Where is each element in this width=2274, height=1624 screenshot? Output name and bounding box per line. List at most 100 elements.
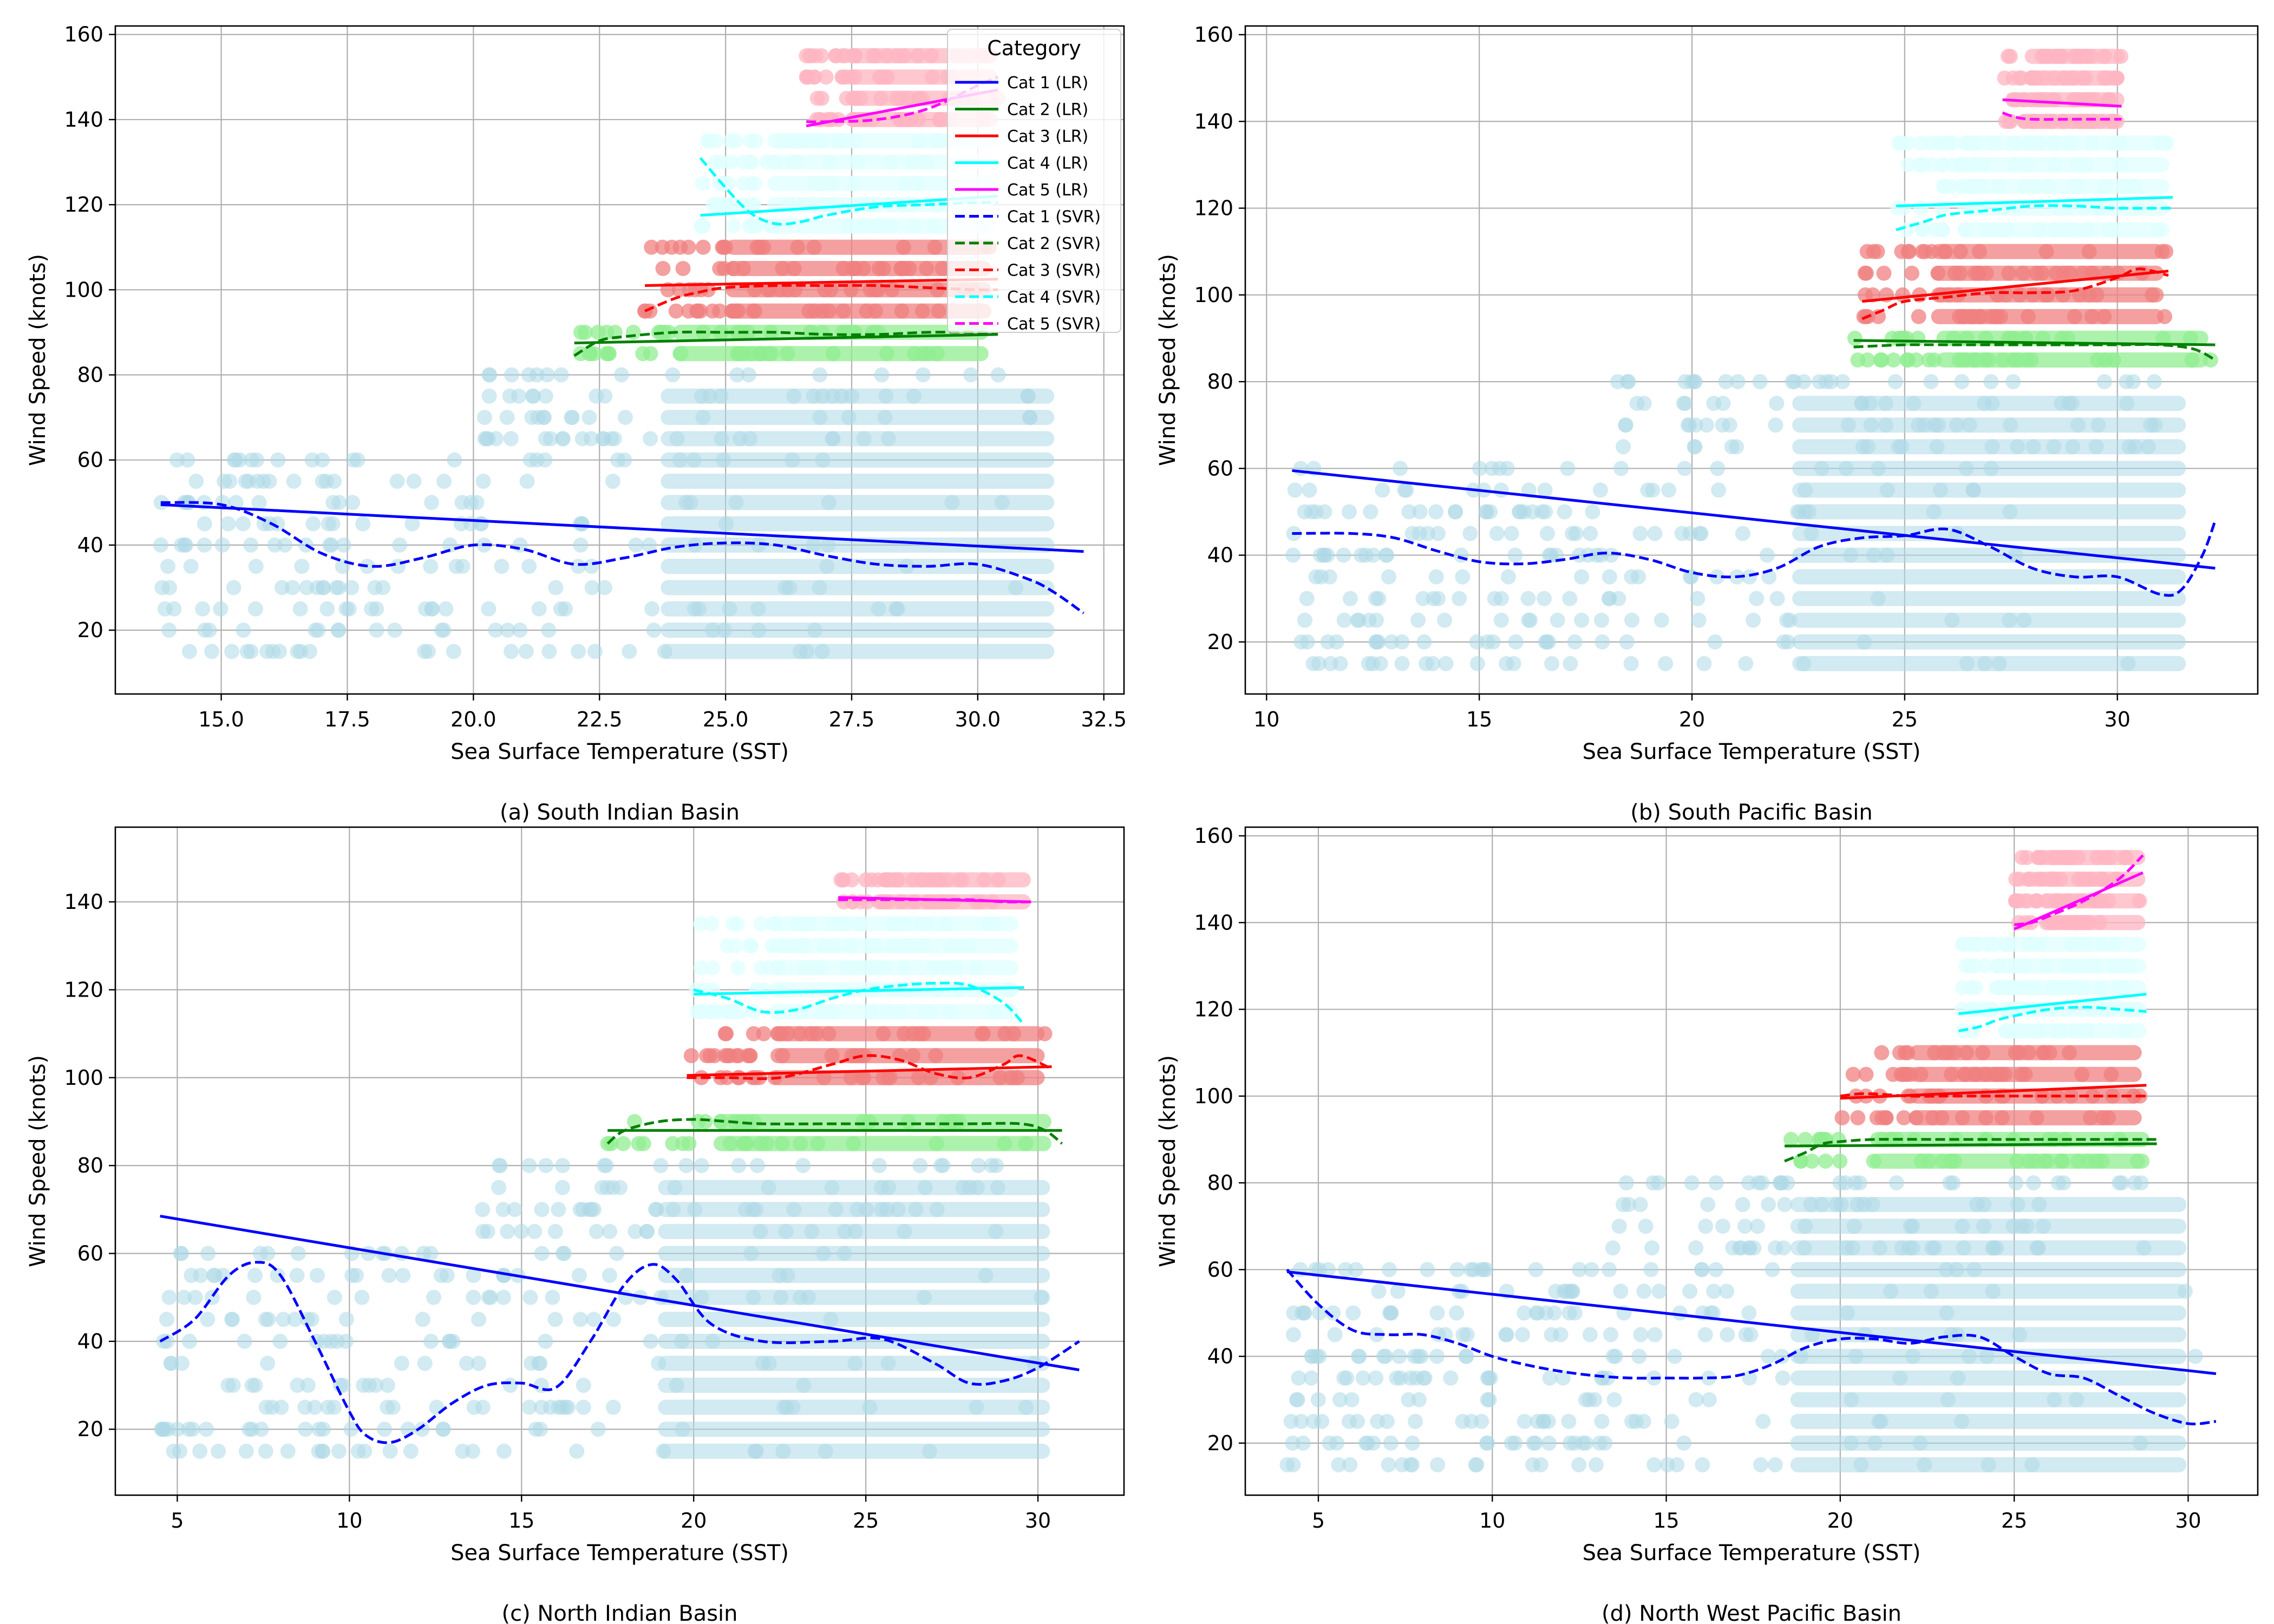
scatter-point [375, 580, 391, 595]
panel-caption: (b) South Pacific Basin [1630, 800, 1872, 825]
scatter-point [417, 1355, 433, 1371]
scatter-point [442, 1333, 458, 1349]
scatter-point [1449, 1262, 1465, 1278]
scatter-point [555, 1180, 571, 1195]
y-tick-label: 120 [1194, 197, 1233, 220]
lr-line-cat4 [1958, 993, 2147, 1016]
scatter-point [1914, 222, 1930, 238]
scatter-point [1613, 461, 1629, 476]
scatter-point [1927, 222, 1943, 238]
svr-line-cat1 [159, 1261, 1080, 1444]
scatter-point [446, 644, 461, 659]
scatter-point [605, 1399, 621, 1415]
scatter-point [521, 559, 537, 574]
scatter-point [525, 388, 540, 404]
scatter-point [1351, 1348, 1367, 1364]
y-tick-label: 40 [77, 1330, 103, 1353]
scatter-point [1690, 591, 1706, 606]
scatter-point [1322, 1435, 1337, 1451]
legend-title: Category [987, 36, 1081, 60]
svr-line-cat5 [2002, 111, 2122, 121]
scatter-point [1504, 1435, 1519, 1451]
scatter-point [1420, 526, 1435, 541]
scatter-point [1785, 374, 1800, 390]
points-cat-3 [1856, 244, 2174, 324]
scatter-point [597, 580, 612, 595]
scatter-point [1798, 1131, 1813, 1147]
scatter-point [181, 644, 197, 659]
scatter-point [730, 960, 746, 975]
scatter-point [1710, 461, 1726, 476]
scatter-point [556, 1246, 572, 1261]
scatter-point [1605, 1348, 1621, 1364]
scatter-point [513, 1223, 529, 1239]
scatter-point [581, 410, 597, 425]
scatter-point [1512, 504, 1528, 520]
lr-line-cat4 [1896, 196, 2173, 207]
scatter-point [1632, 526, 1648, 541]
scatter-point [1997, 70, 2012, 86]
lr-line-cat3 [1862, 270, 2169, 303]
legend-label: Cat 1 (LR) [1007, 74, 1088, 93]
scatter-point [1749, 591, 1765, 606]
scatter-point [1595, 1370, 1611, 1386]
scatter-point [1561, 1305, 1577, 1321]
scatter-point [1701, 1392, 1717, 1407]
scatter-point [1691, 612, 1707, 628]
x-tick-label: 20 [1679, 708, 1705, 731]
scatter-point [1638, 1219, 1654, 1234]
scatter-point [496, 1443, 512, 1459]
scatter-point [319, 601, 335, 617]
scatter-point [609, 1246, 625, 1261]
scatter-point [1944, 135, 1960, 151]
legend-label: Cat 3 (SVR) [1007, 261, 1101, 280]
scatter-point [600, 346, 616, 362]
scatter-point [300, 1378, 316, 1393]
legend-label: Cat 1 (SVR) [1007, 208, 1101, 227]
scatter-point [1754, 1175, 1770, 1191]
scatter-point [349, 1268, 364, 1284]
scatter-point [1348, 1262, 1364, 1278]
scatter-point [1876, 265, 1892, 281]
scatter-point [1831, 1131, 1846, 1147]
scatter-point [1834, 1110, 1850, 1125]
scatter-point [589, 388, 604, 404]
panel-1: 15.0 17.5 20.0 22.5 25.0 27.5 30.0 32.5 20 40 60 80… [25, 23, 1127, 825]
scatter-points [154, 872, 1053, 1459]
scatter-point [1709, 569, 1725, 585]
scatter-point [573, 516, 589, 532]
scatter-point [1373, 656, 1388, 671]
scatter-point [1912, 157, 1928, 173]
scatter-point [1667, 1348, 1682, 1364]
scatter-point [290, 1246, 306, 1261]
scatter-point [224, 644, 240, 659]
scatter-point [1507, 547, 1523, 563]
scatter-point [590, 1422, 606, 1437]
scatter-point [251, 495, 267, 510]
scatter-point [1769, 591, 1785, 606]
scatter-point [707, 154, 723, 170]
scatter-point [338, 601, 354, 617]
scatter-point [1558, 1284, 1574, 1299]
scatter-point [274, 580, 290, 595]
scatter-point [1619, 634, 1635, 650]
scatter-point [1741, 1305, 1757, 1321]
scatter-point [1355, 1370, 1371, 1386]
scatter-point [519, 474, 535, 489]
scatter-point [694, 218, 709, 234]
scatter-point [1866, 244, 1881, 259]
scatter-point [1574, 569, 1590, 585]
scatter-point [581, 1202, 597, 1217]
panel-caption: (c) North Indian Basin [502, 1601, 738, 1624]
scatter-point [292, 601, 308, 617]
lr-line-cat2 [574, 333, 998, 345]
x-tick-label: 30.0 [955, 708, 1001, 731]
scatter-point [1610, 374, 1626, 390]
scatter-point [589, 1223, 604, 1239]
y-tick-label: 20 [77, 1417, 103, 1441]
scatter-point [1962, 937, 1978, 952]
scatter-point [743, 133, 759, 149]
scatter-point [1592, 482, 1608, 498]
lr-line-cat5 [2002, 98, 2122, 108]
scatter-point [1416, 634, 1432, 650]
